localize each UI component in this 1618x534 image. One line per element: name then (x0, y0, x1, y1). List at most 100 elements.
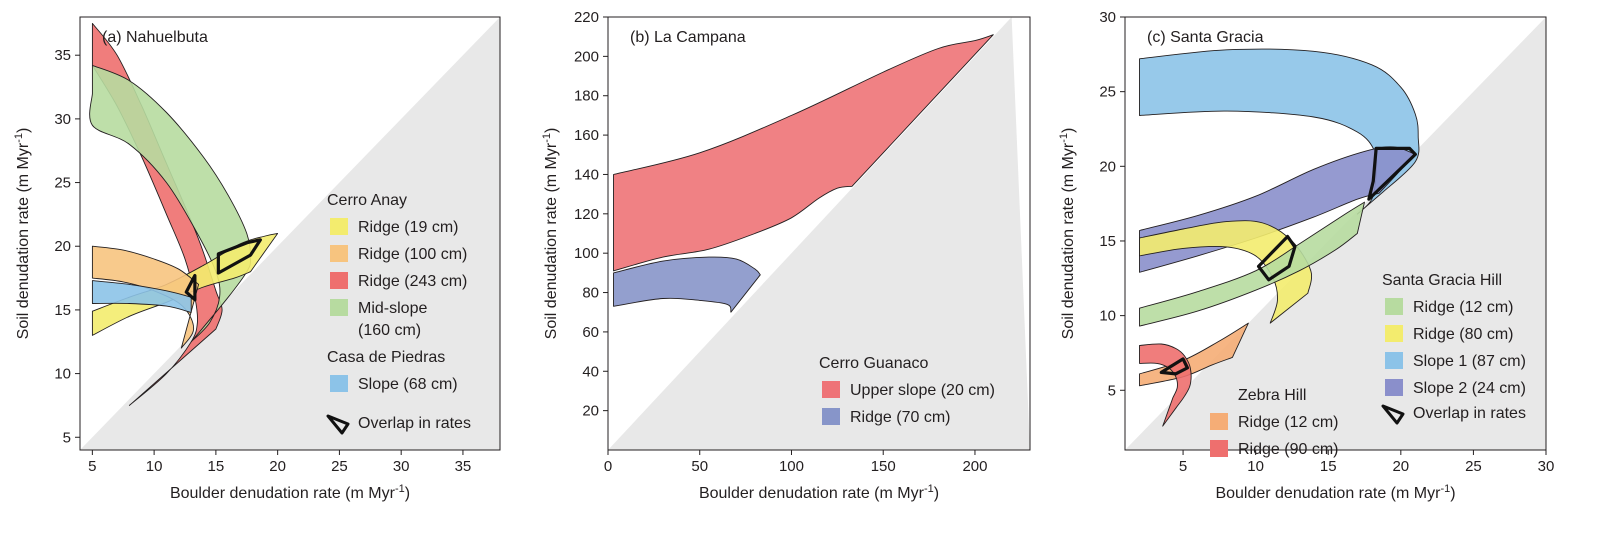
region-ridge-12-cm (1139, 201, 1365, 327)
legend-swatch-mid-slope (330, 299, 348, 316)
legend-swatch-ridge-80-cm (1385, 325, 1403, 342)
x-tick-label: 50 (691, 458, 708, 475)
legend-swatch-ridge-19-cm (330, 218, 348, 235)
y-tick-label: 10 (1099, 308, 1116, 325)
legend: Cerro Guanaco Upper slope (20 cm) Ridge (7… (819, 355, 995, 426)
y-tick-label: 10 (54, 366, 71, 383)
regions (89, 22, 279, 406)
legend-label: Slope 1 (87 cm) (1413, 353, 1526, 370)
legend-swatch-ridge-70-cm (822, 408, 840, 425)
legend-label: Mid-slope (358, 300, 427, 317)
y-tick-label: 25 (54, 175, 71, 192)
x-tick-label: 5 (88, 458, 96, 475)
x-axis-label: Boulder denudation rate (m Myr-1) (1215, 483, 1455, 502)
legend-label: Ridge (12 cm) (1413, 299, 1513, 316)
regions (1139, 48, 1420, 427)
legend-swatch-ridge-12-cm (1210, 413, 1228, 430)
x-tick-label: 20 (269, 458, 286, 475)
plot-frame (1124, 16, 1547, 451)
one-to-one-region (608, 17, 1030, 450)
legend-swatch-ridge-90-cm (1210, 440, 1228, 457)
legend-heading: Casa de Piedras (327, 349, 445, 366)
legend-label: Ridge (12 cm) (1238, 414, 1338, 431)
overlaps (1159, 146, 1417, 376)
x-axis-label: Boulder denudation rate (m Myr-1) (170, 483, 410, 502)
y-tick-label: 180 (574, 88, 599, 105)
y-axis-label: Soil denudation rate (m Myr-1) (13, 128, 32, 340)
panel-title: (a) Nahuelbuta (102, 29, 208, 46)
overlap-outline-1 (216, 238, 262, 275)
legend-label-overlap: Overlap in rates (1413, 405, 1526, 422)
region-mid-slope-160-cm (89, 64, 251, 343)
x-tick-label: 25 (331, 458, 348, 475)
ticks: 5 10 15 20 25 30 35 5 10 15 20 25 30 35 (54, 47, 471, 475)
plot-frame (79, 16, 501, 451)
y-tick-label: 35 (54, 47, 71, 64)
plot-frame (607, 16, 1031, 451)
legend-swatch-upper-slope-20-cm (822, 381, 840, 398)
legend-label: (160 cm) (358, 322, 421, 339)
overlap-outline-3 (1159, 357, 1190, 376)
y-tick-label: 20 (1099, 158, 1116, 175)
legend-label: Ridge (90 cm) (1238, 441, 1338, 458)
legend-swatch-slope-68-cm (330, 375, 348, 392)
regions (613, 34, 994, 313)
legend-heading: Santa Gracia Hill (1382, 272, 1502, 289)
panel-b-la-campana: 0 50 100 150 200 20 40 60 80 100 120 140 160 180 200 22… (541, 9, 1031, 502)
x-tick-label: 30 (393, 458, 410, 475)
y-tick-label: 25 (1099, 84, 1116, 101)
region-slope-68-cm (91, 280, 192, 313)
y-tick-label: 140 (574, 166, 599, 183)
legend-heading: Zebra Hill (1238, 387, 1306, 404)
legend-label: Ridge (243 cm) (358, 273, 467, 290)
legend-heading: Cerro Anay (327, 192, 407, 209)
overlap-outline-2 (1256, 234, 1297, 282)
legend-label: Ridge (100 cm) (358, 246, 467, 263)
x-tick-label: 35 (455, 458, 472, 475)
y-tick-label: 120 (574, 206, 599, 223)
legend: Zebra Hill Ridge (12 cm) Ridge (90 cm) Sant… (1210, 272, 1526, 458)
x-tick-label: 150 (871, 458, 896, 475)
legend-swatch-ridge-12-cm (1385, 298, 1403, 315)
x-tick-label: 20 (1392, 458, 1409, 475)
y-tick-label: 80 (582, 285, 599, 302)
y-tick-label: 5 (1108, 382, 1116, 399)
y-tick-label: 5 (63, 429, 71, 446)
x-tick-label: 15 (1320, 458, 1337, 475)
overlap-outline-2 (184, 273, 197, 302)
legend-label: Slope (68 cm) (358, 376, 458, 393)
x-tick-label: 100 (779, 458, 804, 475)
y-tick-label: 20 (582, 403, 599, 420)
overlap-outline-1 (1367, 146, 1417, 201)
y-tick-label: 30 (54, 111, 71, 128)
overlap-legend-swatch (1381, 404, 1405, 425)
region-ridge-70-cm (613, 256, 761, 313)
legend-label-overlap: Overlap in rates (358, 415, 471, 432)
legend-label: Ridge (80 cm) (1413, 326, 1513, 343)
panel-a-nahuelbuta: 5 10 15 20 25 30 35 5 10 15 20 25 30 35 (a) Nahuelbuta… (13, 16, 501, 502)
ticks: 5 10 15 20 25 30 5 10 15 20 25 30 (1099, 9, 1554, 475)
x-tick-label: 25 (1465, 458, 1482, 475)
y-tick-label: 160 (574, 127, 599, 144)
y-tick-label: 30 (1099, 9, 1116, 26)
legend-label: Ridge (70 cm) (850, 409, 950, 426)
x-tick-label: 10 (146, 458, 163, 475)
y-axis-label: Soil denudation rate (m Myr-1) (541, 128, 560, 340)
y-tick-label: 220 (574, 9, 599, 26)
panel-title: (c) Santa Gracia (1147, 29, 1264, 46)
y-axis-label: Soil denudation rate (m Myr-1) (1058, 128, 1077, 340)
overlaps (184, 238, 262, 302)
legend-swatch-slope-2-24-cm (1385, 379, 1403, 396)
legend-heading: Cerro Guanaco (819, 355, 928, 372)
region-upper-slope-20-cm (613, 34, 994, 272)
y-tick-label: 60 (582, 324, 599, 341)
legend-label: Slope 2 (24 cm) (1413, 380, 1526, 397)
legend-swatch-ridge-100-cm (330, 245, 348, 262)
region-slope-1-87-cm (1139, 48, 1420, 215)
x-tick-label: 200 (962, 458, 987, 475)
y-tick-label: 40 (582, 363, 599, 380)
y-tick-label: 15 (1099, 233, 1116, 250)
region-ridge-80-cm (1139, 220, 1313, 324)
legend: Cerro Anay Ridge (19 cm) Ridge (100 cm) Rid… (326, 192, 471, 435)
